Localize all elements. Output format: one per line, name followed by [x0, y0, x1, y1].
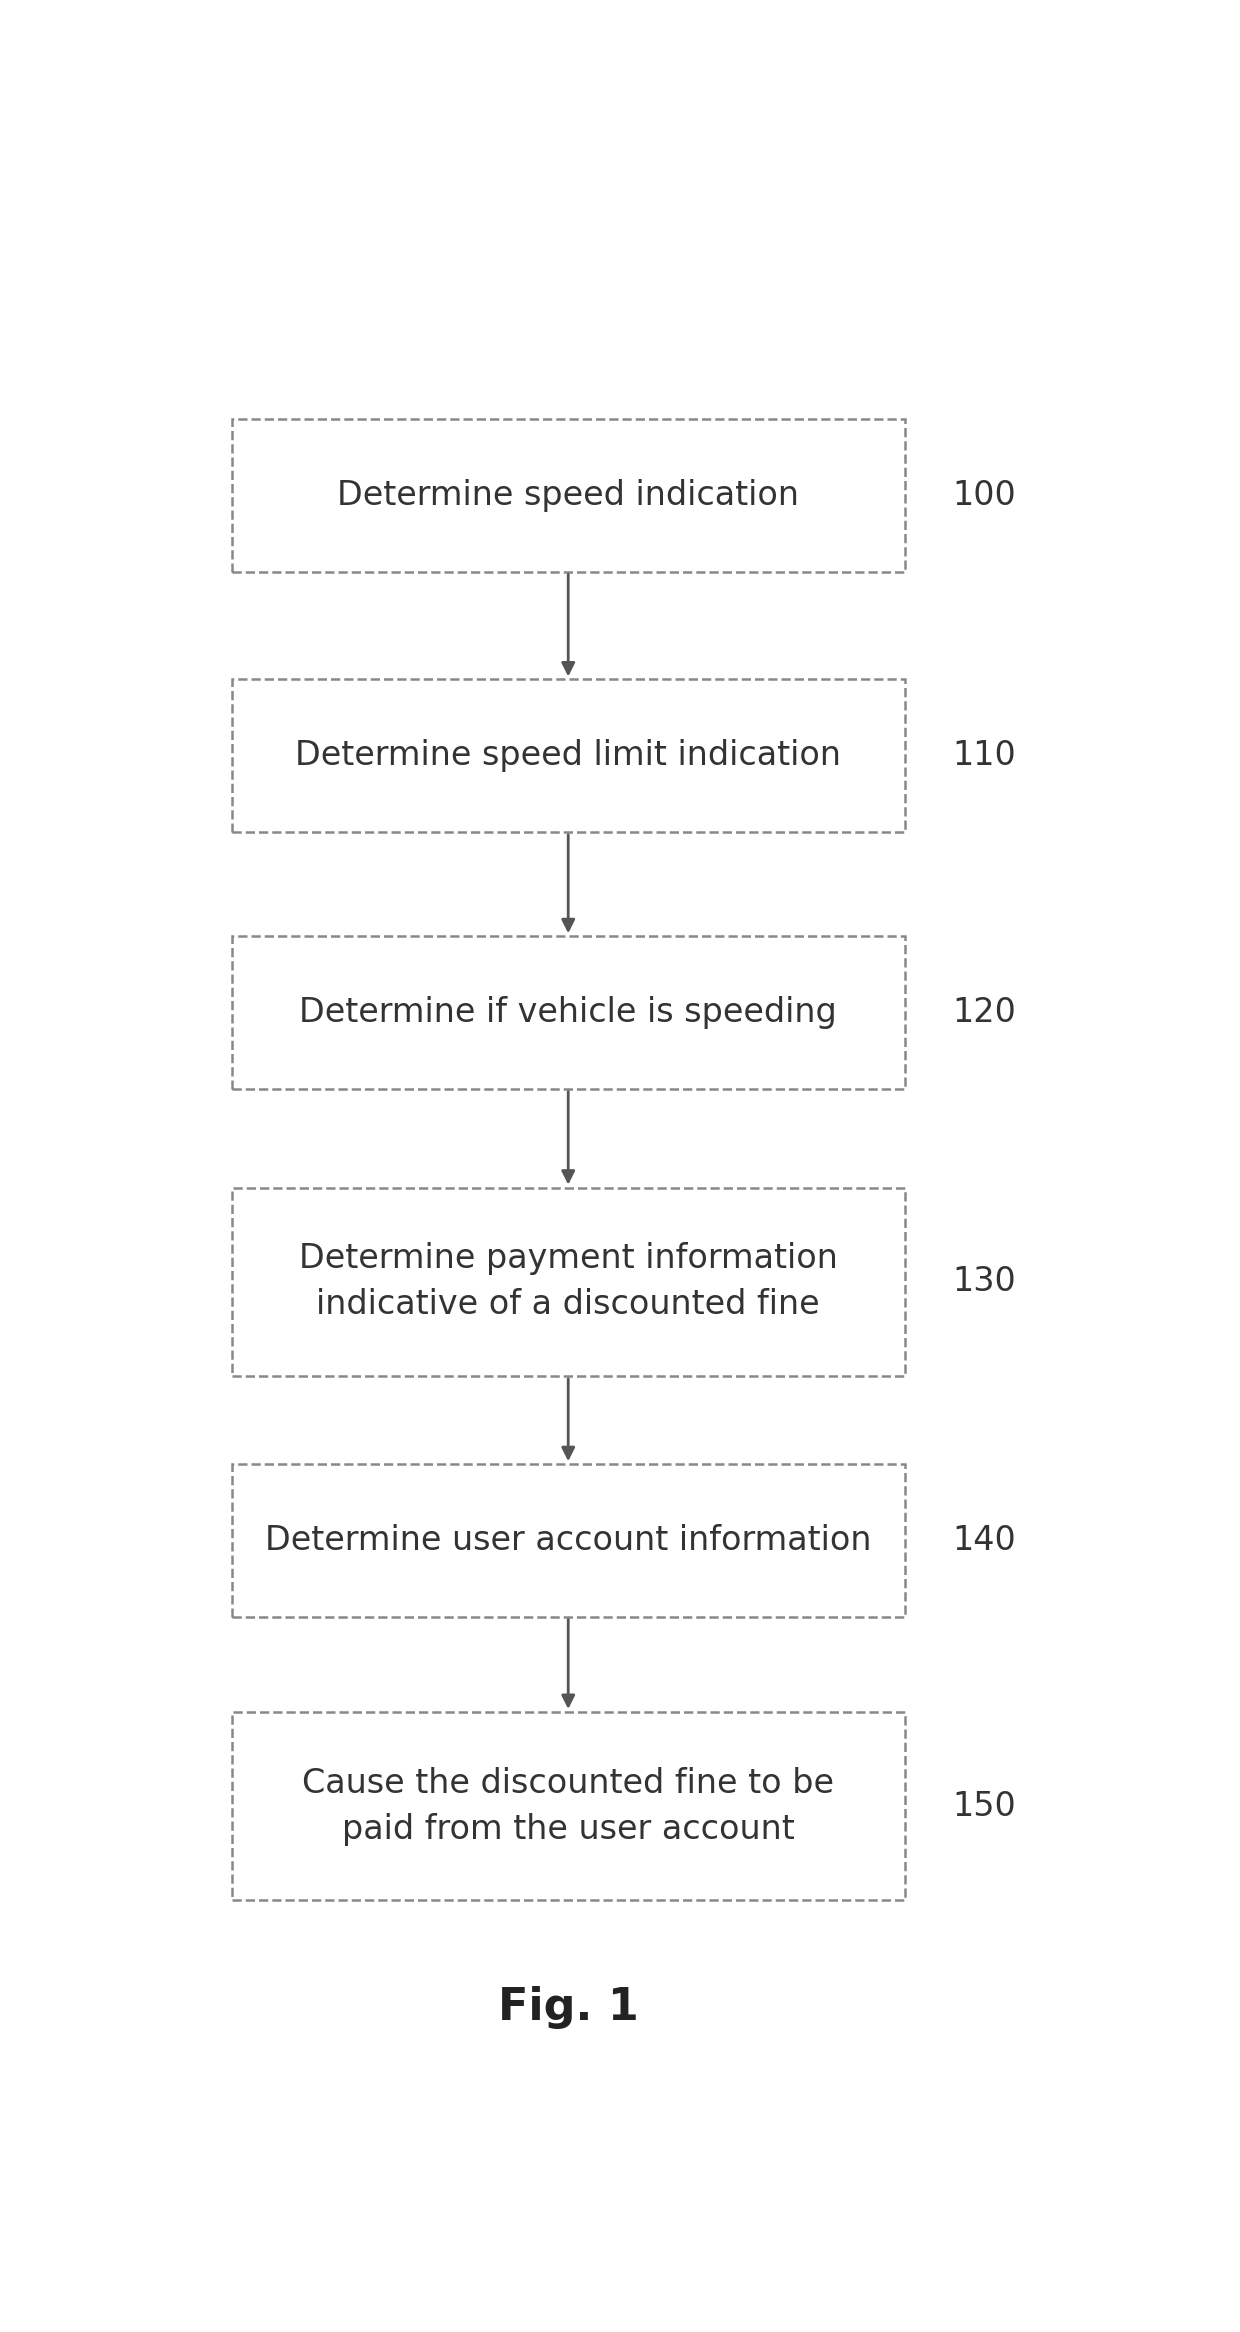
Text: Determine payment information
indicative of a discounted fine: Determine payment information indicative…: [299, 1243, 838, 1322]
FancyBboxPatch shape: [232, 1712, 904, 1901]
Text: 100: 100: [952, 478, 1017, 511]
FancyBboxPatch shape: [232, 679, 904, 833]
FancyBboxPatch shape: [232, 1187, 904, 1376]
Text: 120: 120: [952, 996, 1017, 1028]
FancyBboxPatch shape: [232, 420, 904, 571]
Text: 140: 140: [952, 1523, 1017, 1558]
Text: Fig. 1: Fig. 1: [497, 1987, 639, 2029]
Text: Determine speed limit indication: Determine speed limit indication: [295, 739, 841, 772]
Text: 130: 130: [952, 1266, 1017, 1299]
Text: 110: 110: [952, 739, 1017, 772]
Text: Determine user account information: Determine user account information: [265, 1523, 872, 1558]
FancyBboxPatch shape: [232, 1464, 904, 1616]
Text: Cause the discounted fine to be
paid from the user account: Cause the discounted fine to be paid fro…: [303, 1768, 835, 1845]
Text: Determine if vehicle is speeding: Determine if vehicle is speeding: [299, 996, 837, 1028]
Text: Determine speed indication: Determine speed indication: [337, 478, 800, 511]
Text: 150: 150: [952, 1789, 1017, 1824]
FancyBboxPatch shape: [232, 935, 904, 1089]
